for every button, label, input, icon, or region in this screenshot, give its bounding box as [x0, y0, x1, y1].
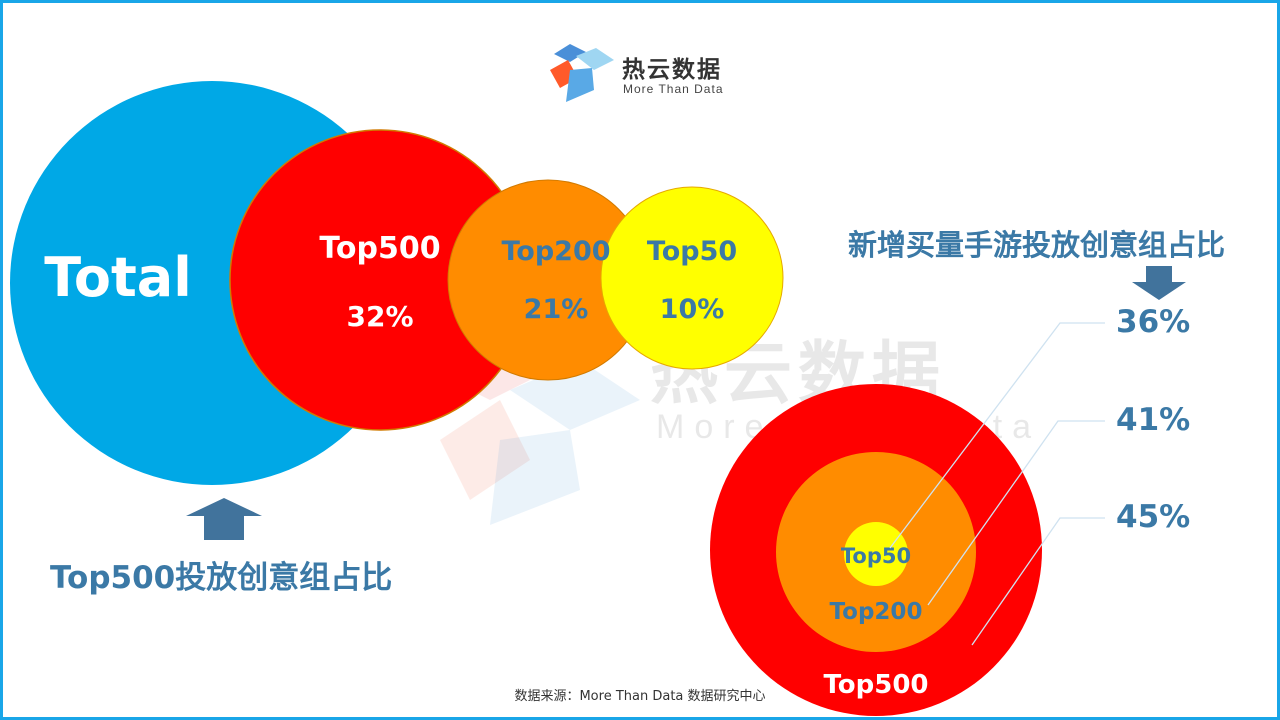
bubble-chart: Total Top500 32% Top200 21% Top50 10% — [10, 81, 784, 485]
brand-tagline: More Than Data — [623, 82, 724, 96]
down-arrow-icon — [1132, 266, 1186, 300]
up-arrow-icon — [186, 498, 262, 540]
brand-name: 热云数据 — [622, 57, 722, 83]
source-footer: 数据来源：More Than Data 数据研究中心 — [514, 689, 766, 704]
ring-label-top200: Top200 — [830, 599, 923, 625]
ring-value-top200: 41% — [1116, 402, 1191, 438]
left-chart-caption: Top500投放创意组占比 — [50, 560, 393, 596]
bubble-top50 — [600, 186, 784, 370]
ring-label-top50: Top50 — [841, 544, 911, 568]
ring-value-top50: 36% — [1116, 304, 1191, 340]
bubble-value-top50: 10% — [660, 294, 725, 325]
right-chart-title: 新增买量手游投放创意组占比 — [848, 228, 1226, 262]
bubble-label-top500: Top500 — [319, 231, 440, 266]
bubble-label-total: Total — [44, 246, 192, 309]
leader-line-top50 — [889, 322, 1105, 549]
bubble-value-top200: 21% — [524, 294, 589, 325]
ring-value-top500: 45% — [1116, 499, 1191, 535]
bubble-label-top200: Top200 — [501, 236, 610, 267]
ring-top50 — [844, 522, 908, 586]
leader-line-top200 — [927, 420, 1105, 606]
ring-label-top500: Top500 — [823, 670, 928, 700]
logo-mark-icon — [550, 44, 614, 102]
nested-circle-chart: Top50 Top200 Top500 — [710, 322, 1105, 716]
bubble-value-top500: 32% — [346, 300, 413, 333]
brand-logo: 热云数据 More Than Data — [548, 42, 748, 106]
bubble-label-top50: Top50 — [647, 236, 737, 267]
leader-line-top500 — [971, 517, 1105, 646]
